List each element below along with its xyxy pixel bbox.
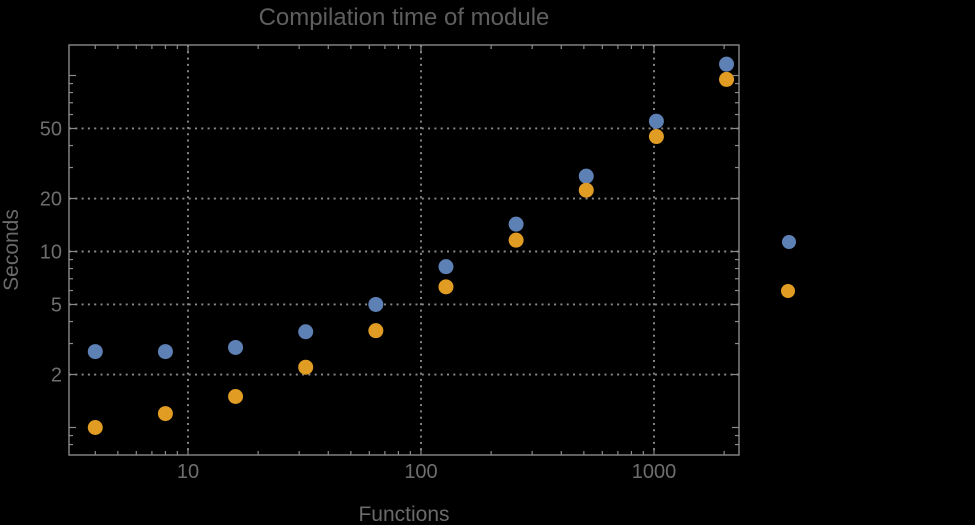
x-axis-label: Functions bbox=[358, 503, 449, 525]
data-point-orange-32 bbox=[298, 359, 314, 375]
data-point-orange-1024 bbox=[648, 129, 664, 145]
data-point-blue-1024 bbox=[648, 113, 664, 129]
gridlines bbox=[69, 45, 739, 455]
data-point-orange-512 bbox=[578, 182, 594, 198]
data-point-orange-256 bbox=[508, 232, 524, 248]
x-tick-label-1000: 1000 bbox=[632, 461, 677, 483]
data-point-orange-64 bbox=[368, 323, 384, 339]
legend-marker-blue bbox=[782, 235, 796, 249]
data-point-orange-4 bbox=[87, 420, 103, 435]
tick-marks bbox=[69, 45, 739, 455]
y-tick-label-20: 20 bbox=[40, 189, 62, 211]
plot-frame bbox=[68, 44, 740, 456]
tick-labels: 10 100 1000 2 5 10 20 50 bbox=[40, 118, 677, 483]
y-tick-label-5: 5 bbox=[51, 294, 62, 316]
y-tick-label-50: 50 bbox=[40, 118, 62, 140]
data-point-orange-8 bbox=[157, 406, 173, 422]
data-point-blue-32 bbox=[298, 324, 314, 340]
y-axis-label: Seconds bbox=[0, 209, 23, 291]
data-point-orange-128 bbox=[438, 279, 454, 295]
data-point-blue-64 bbox=[368, 296, 384, 312]
y-tick-label-2: 2 bbox=[51, 365, 62, 387]
data-points bbox=[87, 56, 735, 435]
data-point-blue-256 bbox=[508, 216, 524, 232]
x-tick-label-10: 10 bbox=[177, 461, 199, 483]
data-point-blue-2048 bbox=[719, 56, 735, 72]
data-point-blue-128 bbox=[438, 259, 454, 275]
data-point-orange-2048 bbox=[719, 71, 735, 87]
chart-title: Compilation time of module bbox=[259, 4, 550, 31]
data-point-blue-8 bbox=[157, 344, 173, 360]
data-point-orange-16 bbox=[228, 389, 244, 405]
y-tick-label-10: 10 bbox=[40, 242, 62, 264]
data-point-blue-16 bbox=[228, 339, 244, 355]
x-tick-label-100: 100 bbox=[404, 461, 437, 483]
legend-marker-orange bbox=[781, 284, 795, 298]
legend bbox=[781, 235, 796, 298]
data-point-blue-512 bbox=[578, 168, 594, 184]
data-point-blue-4 bbox=[87, 344, 103, 360]
